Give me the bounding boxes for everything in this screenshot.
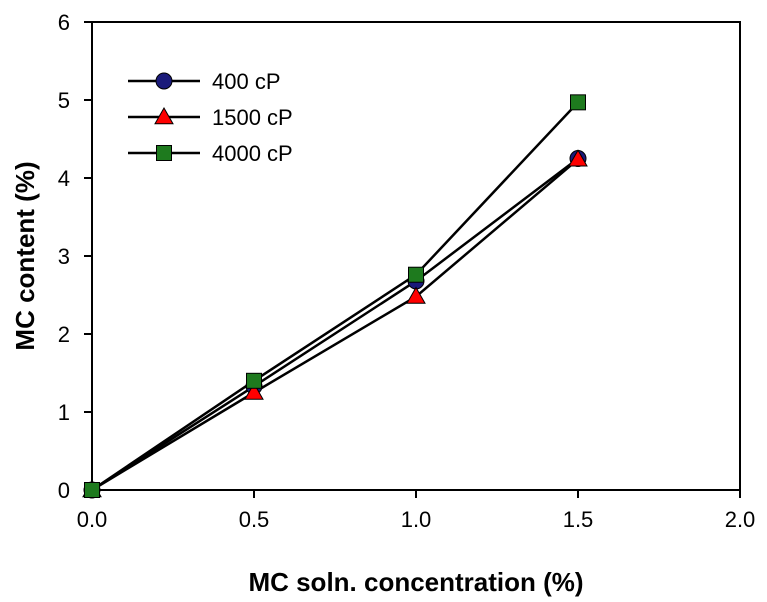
data-point-4000-cp — [84, 482, 100, 498]
data-point-4000-cp — [246, 372, 262, 389]
legend-label-1500-cp: 1500 cP — [212, 105, 293, 130]
y-tick-label: 2 — [58, 322, 70, 347]
y-axis-title: MC content (%) — [10, 161, 40, 350]
y-tick-label: 0 — [58, 478, 70, 503]
y-tick-label: 5 — [58, 88, 70, 113]
y-tick-label: 1 — [58, 400, 70, 425]
legend-marker-1500-cp — [154, 106, 174, 125]
y-tick-label: 3 — [58, 244, 70, 269]
plot-area — [91, 21, 741, 491]
series-line-4000-cp — [91, 101, 579, 492]
legend-marker-400-cp — [155, 72, 173, 90]
x-tick-label: 2.0 — [725, 507, 756, 532]
y-tick-label: 6 — [58, 10, 70, 35]
data-point-1500-cp — [406, 286, 426, 304]
x-axis-title: MC soln. concentration (%) — [248, 567, 583, 597]
x-tick-label: 1.0 — [401, 507, 432, 532]
data-point-4000-cp — [570, 94, 586, 111]
x-tick-label: 0.5 — [239, 507, 270, 532]
legend-marker-4000-cp — [156, 145, 172, 161]
series-line-1500-cp — [91, 158, 579, 492]
data-point-1500-cp — [244, 382, 264, 400]
x-tick-label: 1.5 — [563, 507, 594, 532]
legend-label-4000-cp: 4000 cP — [212, 141, 293, 166]
x-tick-label: 0.0 — [77, 507, 108, 532]
series-line-400-cp — [91, 157, 579, 492]
data-point-1500-cp — [568, 149, 588, 167]
legend-label-400-cp: 400 cP — [212, 69, 281, 94]
data-point-4000-cp — [408, 266, 424, 283]
y-tick-label: 4 — [58, 166, 70, 191]
